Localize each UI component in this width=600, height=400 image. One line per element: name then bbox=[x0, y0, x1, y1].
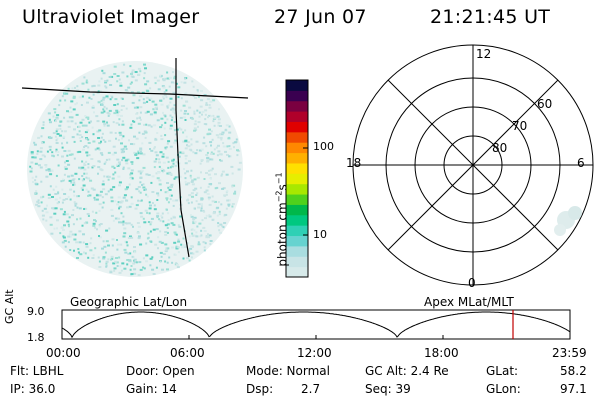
uv-image-disk bbox=[21, 58, 249, 277]
mlt-6-label: 6 bbox=[577, 156, 585, 170]
colorbar-unit-label: photon cm−2s−1 bbox=[274, 172, 290, 267]
mode-info: Mode: Normal bbox=[246, 364, 330, 378]
colorbar-block bbox=[286, 121, 308, 133]
glat-info-value: 58.2 bbox=[560, 364, 587, 378]
colorbar-block bbox=[286, 256, 308, 268]
colorbar-block bbox=[286, 194, 308, 205]
colorbar-block bbox=[286, 214, 308, 226]
geo-coord-label: Geographic Lat/Lon bbox=[70, 295, 188, 309]
gc-alt-info: GC Alt: 2.4 Re bbox=[365, 364, 449, 378]
colorbar-block bbox=[286, 183, 308, 195]
colorbar-block bbox=[286, 100, 308, 112]
colorbar-block bbox=[286, 245, 308, 257]
colorbar-block bbox=[286, 173, 308, 185]
mlat-80-label: 80 bbox=[492, 141, 508, 155]
app-title: Ultraviolet Imager bbox=[22, 6, 200, 28]
colorbar-tick-10: 10 bbox=[313, 228, 327, 241]
colorbar-block bbox=[286, 204, 308, 216]
colorbar-block bbox=[286, 225, 308, 237]
colorbar-block bbox=[286, 131, 308, 143]
mlat-70-label: 70 bbox=[512, 119, 528, 133]
dsp-info-label: Dsp: bbox=[246, 382, 274, 396]
colorbar-block bbox=[286, 266, 308, 278]
colorbar bbox=[285, 79, 309, 278]
mlt-0-label: 0 bbox=[468, 276, 476, 290]
colorbar-tick-100: 100 bbox=[313, 140, 334, 153]
mlt-18-label: 18 bbox=[346, 156, 362, 170]
polar-plot bbox=[352, 44, 594, 286]
colorbar-block bbox=[286, 142, 308, 154]
glon-info-value: 97.1 bbox=[560, 382, 587, 396]
glon-info-label: GLon: bbox=[486, 382, 521, 396]
door-info: Door: Open bbox=[126, 364, 195, 378]
ip-info: IP: 36.0 bbox=[10, 382, 56, 396]
time-tick-label: 23:59 bbox=[552, 346, 587, 360]
time-tick-label: 06:00 bbox=[170, 346, 205, 360]
apex-coord-label: Apex MLat/MLT bbox=[424, 295, 514, 309]
geo-lat-line bbox=[21, 87, 249, 99]
colorbar-block bbox=[286, 80, 308, 91]
gc-alt-min-label: 1.8 bbox=[27, 331, 45, 344]
mlt-12-label: 12 bbox=[476, 47, 492, 61]
colorbar-block bbox=[286, 235, 308, 247]
seq-info: Seq: 39 bbox=[365, 382, 411, 396]
filter-info: Flt: LBHL bbox=[10, 364, 64, 378]
colorbar-block bbox=[286, 162, 308, 174]
gc-alt-axis-label: GC Alt bbox=[3, 289, 16, 324]
mlat-60-label: 60 bbox=[537, 97, 553, 111]
gain-info: Gain: 14 bbox=[126, 382, 177, 396]
date-label: 27 Jun 07 bbox=[274, 6, 367, 28]
gc-alt-max-label: 9.0 bbox=[27, 305, 45, 318]
time-tick-label: 18:00 bbox=[424, 346, 459, 360]
colorbar-block bbox=[286, 152, 308, 164]
dsp-info-value: 2.7 bbox=[301, 382, 321, 396]
time-label: 21:21:45 UT bbox=[430, 6, 551, 28]
colorbar-block bbox=[286, 111, 308, 122]
altitude-timeline bbox=[61, 309, 571, 340]
time-tick-label: 00:00 bbox=[46, 346, 81, 360]
glat-info-label: GLat: bbox=[486, 364, 519, 378]
geo-lon-line bbox=[175, 58, 190, 258]
colorbar-block bbox=[286, 90, 308, 102]
time-tick-label: 12:00 bbox=[297, 346, 332, 360]
